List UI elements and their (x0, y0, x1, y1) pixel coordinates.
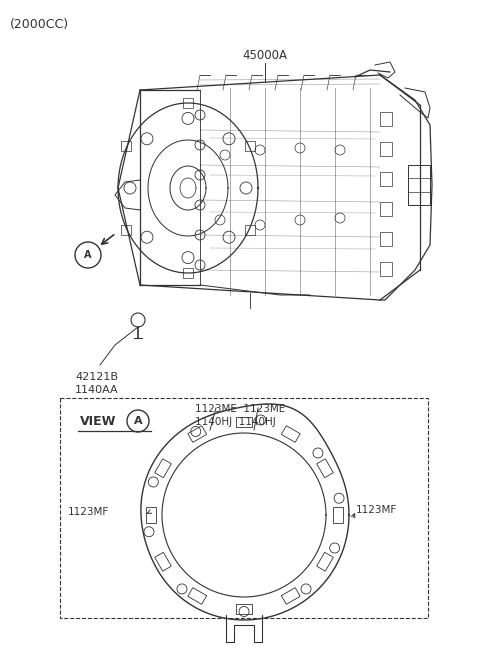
Text: 1140AA: 1140AA (75, 385, 119, 395)
Bar (408, 165, 430, 205)
Polygon shape (188, 588, 207, 605)
Bar (60, 398, 428, 618)
Text: A: A (84, 250, 92, 260)
Bar (380, 112, 392, 126)
Text: A: A (134, 416, 142, 426)
Bar (183, 268, 193, 278)
Polygon shape (155, 552, 171, 571)
Polygon shape (236, 603, 252, 614)
Bar (380, 202, 392, 216)
Bar (380, 172, 392, 186)
Text: VIEW: VIEW (80, 415, 116, 428)
Text: 1123MF: 1123MF (68, 507, 109, 517)
Polygon shape (317, 458, 333, 477)
Polygon shape (333, 507, 343, 523)
Text: 45000A: 45000A (242, 49, 288, 62)
Text: 42121B: 42121B (75, 372, 118, 382)
Bar (120, 225, 131, 236)
Text: 1123MF: 1123MF (356, 505, 397, 515)
Text: 1140HJ  1140HJ: 1140HJ 1140HJ (195, 417, 276, 427)
Polygon shape (236, 417, 252, 426)
Polygon shape (188, 426, 207, 442)
Polygon shape (317, 552, 333, 571)
Bar (245, 225, 255, 236)
Bar (380, 142, 392, 156)
Bar (120, 141, 131, 151)
Polygon shape (281, 588, 300, 605)
Text: 1123ME  1123ME: 1123ME 1123ME (195, 404, 285, 414)
Polygon shape (145, 507, 156, 523)
Bar (245, 141, 255, 151)
Bar (380, 262, 392, 276)
Polygon shape (155, 458, 171, 477)
Text: (2000CC): (2000CC) (10, 18, 69, 31)
Bar (380, 232, 392, 246)
Bar (183, 98, 193, 108)
Polygon shape (281, 426, 300, 442)
